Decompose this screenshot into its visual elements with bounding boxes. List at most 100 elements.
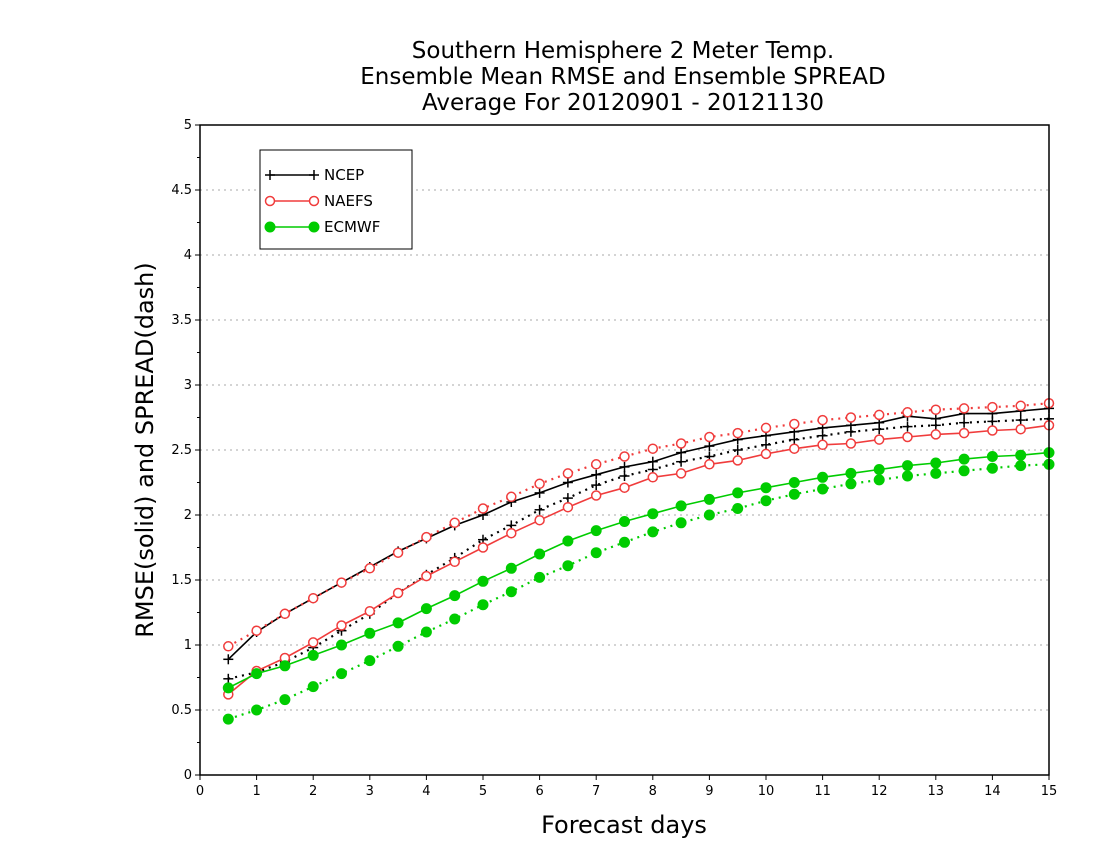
ecmwf-spread-point (307, 681, 319, 693)
naefs-spread-point (477, 503, 489, 514)
ncep-rmse-point (676, 447, 687, 458)
ecmwf-rmse-point (619, 516, 630, 527)
title-line-3: Average For 20120901 - 20121130 (422, 90, 824, 116)
ecmwf-rmse-point (392, 617, 404, 629)
naefs-spread-point (336, 577, 347, 588)
naefs-rmse-point (562, 501, 574, 513)
ncep-spread-point (987, 416, 998, 427)
ncep-rmse-point (619, 461, 630, 472)
x-tick-label-10: 10 (758, 784, 775, 799)
naefs-rmse-point (987, 425, 998, 436)
ncep-rmse-point (223, 654, 234, 665)
x-tick-label-13: 13 (928, 784, 945, 799)
y-tick-label-0: 0 (184, 768, 192, 783)
y-tick-label-6: 3 (184, 378, 192, 393)
legend-marker-naefs (308, 195, 320, 207)
naefs-spread-point (562, 468, 574, 479)
legend-label-ecmwf: ECMWF (324, 218, 380, 236)
ecmwf-rmse-point (251, 668, 263, 680)
naefs-rmse-point (336, 620, 347, 631)
title-line-1: Southern Hemisphere 2 Meter Temp. (412, 38, 834, 64)
naefs-spread-point (590, 459, 602, 470)
ncep-rmse-point (534, 487, 545, 498)
ncep-spread-point (591, 480, 602, 491)
ecmwf-rmse-point (930, 457, 942, 469)
naefs-spread-point (619, 451, 630, 462)
chart-title: Southern Hemisphere 2 Meter Temp. Ensemb… (360, 38, 885, 116)
legend-marker-ecmwf (308, 221, 320, 233)
naefs-spread-point (789, 418, 800, 430)
ncep-rmse-line (227, 407, 1050, 660)
ecmwf-spread-point (364, 655, 376, 667)
ecmwf-spread-point (675, 517, 687, 529)
series-layer (222, 397, 1055, 725)
ecmwf-spread-point (336, 668, 347, 680)
ecmwf-rmse-point (307, 649, 319, 661)
title-line-2: Ensemble Mean RMSE and Ensemble SPREAD (360, 64, 885, 90)
y-axis-label: RMSE(solid) and SPREAD(dash) (131, 262, 159, 638)
x-tick-label-12: 12 (871, 784, 888, 799)
x-tick-label-6: 6 (535, 784, 543, 799)
naefs-rmse-point (506, 527, 517, 539)
x-tick-label-0: 0 (196, 784, 204, 799)
ecmwf-spread-point (505, 586, 517, 598)
ncep-spread-point (817, 430, 828, 441)
ecmwf-rmse-point (902, 460, 913, 472)
ncep-spread-point (562, 493, 573, 504)
ncep-spread-point (761, 439, 771, 450)
naefs-spread-point (760, 422, 772, 434)
ncep-spread-point (930, 420, 941, 431)
ncep-spread-point (732, 445, 743, 455)
ecmwf-spread-point (619, 536, 630, 548)
x-tick-label-15: 15 (1041, 784, 1058, 799)
naefs-rmse-point (619, 482, 630, 493)
naefs-rmse-point (789, 443, 800, 454)
ecmwf-rmse-point (562, 535, 574, 547)
naefs-rmse-point (845, 438, 857, 449)
y-tick-label-2: 1 (184, 638, 192, 653)
x-tick-label-2: 2 (309, 784, 317, 799)
y-tick-label-8: 4 (184, 248, 192, 263)
ecmwf-rmse-line (227, 451, 1050, 689)
axis-ticks: 00.511.522.533.544.550 1 2 3 4 5 6 7 8 9 10 11 12 13 1… (171, 118, 1057, 799)
ecmwf-spread-point (817, 483, 829, 495)
ecmwf-rmse-point (703, 493, 715, 505)
y-tick-label-4: 2 (184, 508, 192, 523)
ncep-spread-point (223, 673, 234, 684)
naefs-spread-point (704, 431, 715, 443)
x-tick-label-1: 1 (252, 784, 260, 799)
ecmwf-spread-point (958, 465, 970, 477)
ncep-rmse-point (562, 477, 573, 488)
ecmwf-spread-point (279, 694, 291, 706)
ecmwf-spread-point (251, 704, 263, 716)
naefs-rmse-point (930, 429, 942, 440)
x-tick-label-5: 5 (479, 784, 487, 799)
legend-label-ncep: NCEP (324, 166, 364, 184)
ecmwf-rmse-point (732, 487, 744, 499)
ncep-rmse-point (591, 469, 602, 480)
ecmwf-spread-point (930, 467, 942, 479)
naefs-rmse-point (817, 439, 828, 451)
naefs-spread-point (1015, 400, 1026, 412)
ecmwf-rmse-point (873, 464, 885, 475)
ecmwf-rmse-point (845, 467, 857, 479)
x-tick-label-9: 9 (705, 784, 713, 799)
naefs-rmse-point (590, 490, 602, 501)
naefs-rmse-point (958, 427, 970, 439)
naefs-rmse-point (647, 472, 659, 483)
ncep-spread-point (874, 424, 885, 435)
x-tick-label-7: 7 (592, 784, 600, 799)
ecmwf-spread-point (703, 509, 715, 521)
ecmwf-spread-point (392, 640, 404, 652)
naefs-spread-point (930, 404, 942, 415)
ncep-spread-point (789, 434, 800, 445)
naefs-spread-line (227, 402, 1050, 648)
naefs-spread-point (392, 547, 404, 558)
naefs-rmse-line (227, 424, 1050, 696)
legend-marker-naefs (264, 195, 276, 207)
ncep-rmse-point (704, 441, 715, 452)
naefs-rmse-point (1015, 423, 1026, 435)
naefs-spread-point (251, 625, 262, 636)
x-tick-label-8: 8 (649, 784, 657, 799)
grid (200, 189, 1049, 711)
